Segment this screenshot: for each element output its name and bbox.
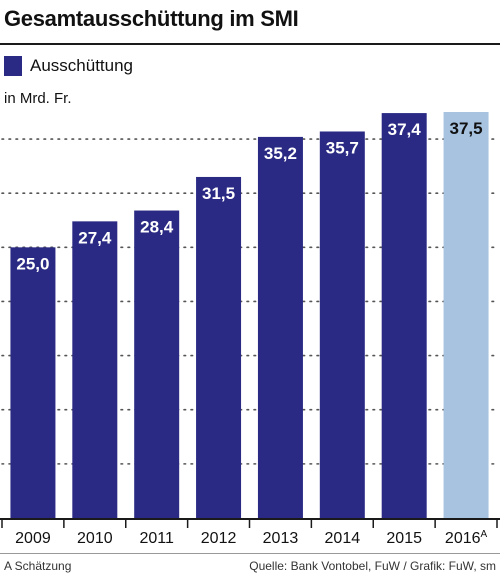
- bar: [10, 247, 56, 519]
- footnote-divider: [0, 553, 500, 554]
- title-divider: [0, 43, 500, 45]
- x-tick-label: 2015: [386, 530, 422, 547]
- bar-value-label: 37,4: [388, 120, 422, 139]
- x-tick-label: 2009: [15, 530, 51, 547]
- x-tick-label: 2016A: [445, 529, 488, 547]
- bar-value-label: 25,0: [16, 254, 49, 273]
- x-tick-label: 2010: [77, 530, 113, 547]
- bar: [319, 131, 365, 518]
- footnote: A Schätzung: [4, 559, 72, 573]
- x-tick-label: 2013: [263, 530, 299, 547]
- legend-label: Ausschüttung: [30, 56, 134, 75]
- legend-swatch: [4, 56, 22, 76]
- x-tick-label: 2012: [201, 530, 237, 547]
- bar-value-label: 28,4: [140, 218, 174, 237]
- bar-value-label: 35,2: [264, 144, 297, 163]
- chart-title: Gesamtausschüttung im SMI: [4, 6, 299, 31]
- x-tick-label: 2011: [139, 530, 174, 547]
- x-tick-label: 2014: [325, 530, 361, 547]
- bar: [196, 176, 242, 518]
- bar: [134, 210, 180, 519]
- source-credit: Quelle: Bank Vontobel, FuW / Grafik: FuW…: [249, 559, 496, 573]
- bar: [257, 136, 303, 518]
- bar-value-label: 31,5: [202, 184, 235, 203]
- bar: [381, 113, 427, 518]
- bar: [443, 112, 489, 518]
- unit-label: in Mrd. Fr.: [4, 90, 72, 107]
- bar-value-label: 35,7: [326, 138, 359, 157]
- bar-value-label: 37,5: [450, 119, 483, 138]
- x-tick-superscript: A: [481, 529, 488, 540]
- bar-value-label: 27,4: [78, 228, 112, 247]
- bar: [72, 221, 118, 518]
- legend: Ausschüttung: [4, 55, 133, 77]
